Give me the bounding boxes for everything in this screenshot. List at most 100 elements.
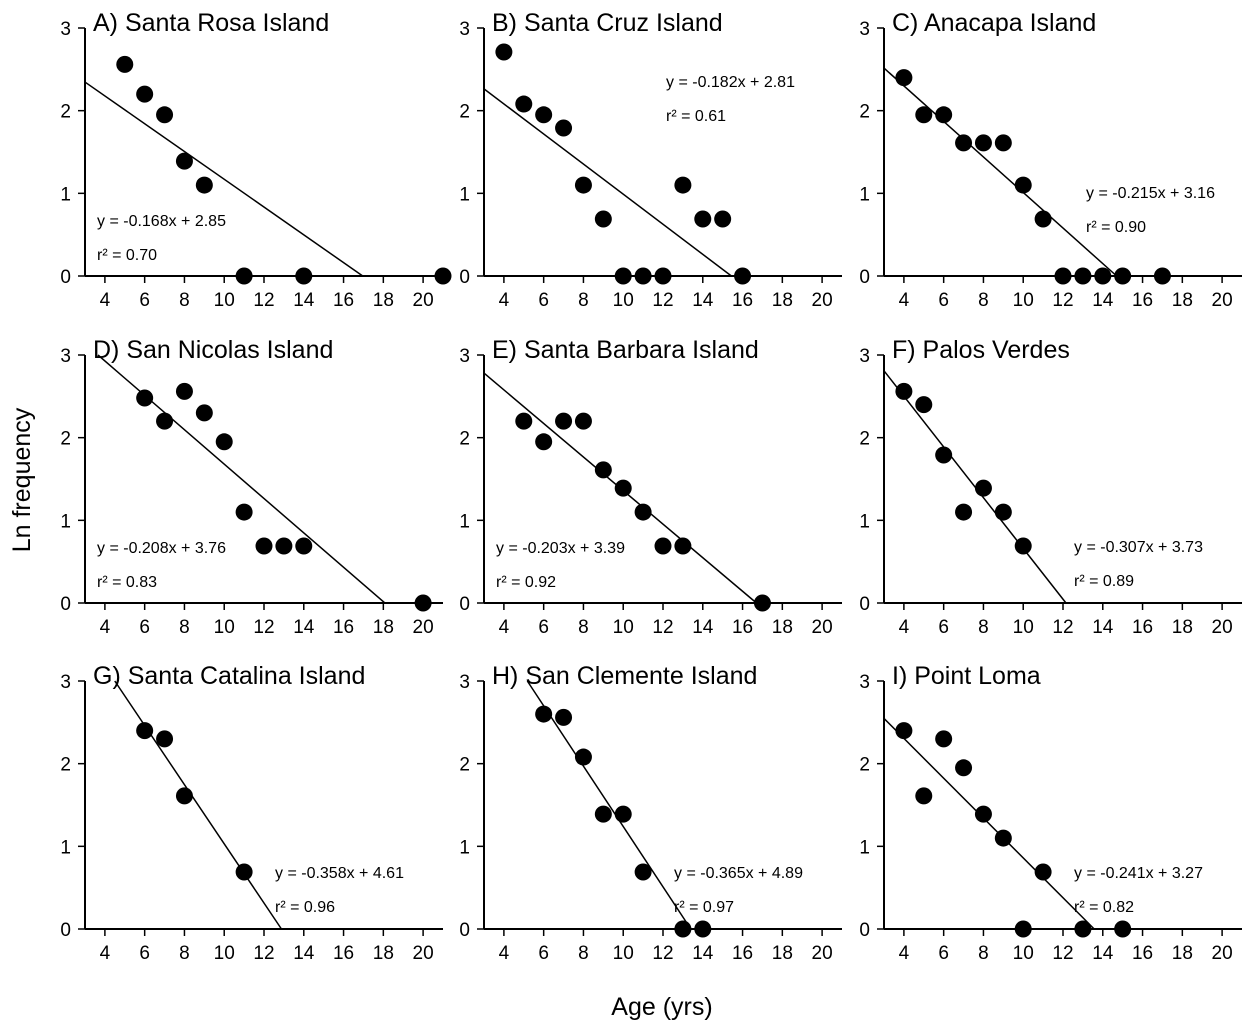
- x-tick-label: 20: [812, 290, 833, 311]
- x-tick-label: 6: [538, 617, 549, 638]
- regression-equation: y = -0.208x + 3.76: [97, 540, 226, 557]
- x-tick-label: 6: [139, 617, 150, 638]
- x-tick-label: 10: [214, 290, 235, 311]
- data-point: [414, 594, 432, 612]
- data-point: [574, 748, 592, 766]
- data-point: [594, 805, 612, 823]
- y-tick-label: 1: [60, 837, 71, 858]
- data-point: [654, 537, 672, 555]
- data-point: [974, 479, 992, 497]
- x-tick-label: 8: [978, 290, 989, 311]
- x-tick-label: 8: [179, 290, 190, 311]
- y-tick-label: 2: [459, 429, 470, 450]
- data-point: [1034, 863, 1052, 881]
- r-squared-label: r² = 0.97: [674, 899, 734, 916]
- r-squared-label: r² = 0.90: [1086, 219, 1146, 236]
- x-tick-label: 16: [1132, 943, 1153, 964]
- data-point: [1094, 267, 1112, 285]
- x-tick-label: 18: [373, 617, 394, 638]
- data-point: [1114, 267, 1132, 285]
- x-tick-label: 12: [253, 290, 274, 311]
- y-tick-label: 2: [60, 429, 71, 450]
- x-tick-label: 6: [938, 943, 949, 964]
- regression-equation: y = -0.168x + 2.85: [97, 213, 226, 230]
- y-tick-label: 3: [859, 672, 870, 693]
- x-tick-label: 16: [732, 943, 753, 964]
- x-tick-label: 10: [613, 617, 634, 638]
- x-tick-label: 20: [1212, 617, 1233, 638]
- regression-line: [114, 680, 283, 930]
- data-point: [295, 267, 313, 285]
- data-point: [1074, 267, 1092, 285]
- x-tick-label: 10: [1013, 943, 1034, 964]
- data-point: [136, 85, 154, 103]
- x-tick-label: 16: [333, 617, 354, 638]
- x-tick-label: 16: [732, 617, 753, 638]
- data-point: [634, 267, 652, 285]
- x-tick-label: 6: [938, 617, 949, 638]
- x-tick-label: 4: [100, 943, 111, 964]
- data-point: [734, 267, 752, 285]
- x-tick-label: 6: [538, 290, 549, 311]
- y-axis-title: Ln frequency: [8, 407, 36, 552]
- panel-title: D) San Nicolas Island: [93, 336, 333, 364]
- panel-title: B) Santa Cruz Island: [492, 9, 723, 37]
- y-tick-label: 3: [459, 672, 470, 693]
- y-tick-label: 0: [859, 594, 870, 615]
- y-tick-label: 2: [60, 755, 71, 776]
- data-point: [175, 382, 193, 400]
- r-squared-label: r² = 0.89: [1074, 573, 1134, 590]
- panel-title: E) Santa Barbara Island: [492, 336, 759, 364]
- data-point: [955, 503, 973, 521]
- x-tick-label: 16: [333, 290, 354, 311]
- x-tick-label: 6: [139, 290, 150, 311]
- x-tick-label: 14: [1092, 617, 1114, 638]
- data-point: [674, 920, 692, 938]
- data-point: [674, 537, 692, 555]
- x-tick-label: 8: [179, 617, 190, 638]
- y-tick-label: 2: [459, 755, 470, 776]
- data-point: [555, 119, 573, 137]
- regression-line: [883, 717, 1095, 930]
- y-tick-label: 0: [859, 920, 870, 941]
- x-tick-label: 18: [1172, 290, 1193, 311]
- x-tick-label: 16: [1132, 617, 1153, 638]
- regression-equation: y = -0.307x + 3.73: [1074, 539, 1203, 556]
- data-point: [915, 396, 933, 414]
- y-tick-label: 3: [60, 346, 71, 367]
- x-tick-label: 20: [413, 617, 434, 638]
- x-tick-label: 4: [100, 617, 111, 638]
- y-tick-label: 3: [859, 19, 870, 40]
- data-point: [955, 759, 973, 777]
- y-tick-label: 3: [60, 672, 71, 693]
- r-squared-label: r² = 0.70: [97, 247, 157, 264]
- data-point: [753, 594, 771, 612]
- x-tick-label: 16: [333, 943, 354, 964]
- x-tick-label: 20: [812, 943, 833, 964]
- data-point: [175, 787, 193, 805]
- r-squared-label: r² = 0.96: [275, 899, 335, 916]
- x-tick-label: 8: [978, 943, 989, 964]
- x-tick-label: 4: [899, 290, 910, 311]
- x-tick-label: 10: [214, 943, 235, 964]
- regression-equation: y = -0.182x + 2.81: [666, 74, 795, 91]
- data-point: [136, 722, 154, 740]
- x-tick-label: 18: [772, 617, 793, 638]
- panel-title: F) Palos Verdes: [892, 336, 1070, 364]
- x-tick-label: 18: [373, 943, 394, 964]
- data-point: [674, 176, 692, 194]
- x-tick-label: 20: [812, 617, 833, 638]
- x-tick-label: 8: [179, 943, 190, 964]
- data-point: [994, 134, 1012, 152]
- y-tick-label: 0: [60, 267, 71, 288]
- data-point: [935, 730, 953, 748]
- y-tick-label: 0: [60, 594, 71, 615]
- x-axis-title: Age (yrs): [611, 993, 712, 1021]
- x-tick-label: 10: [1013, 617, 1034, 638]
- regression-line: [883, 67, 1118, 277]
- data-point: [275, 537, 293, 555]
- data-point: [1014, 537, 1032, 555]
